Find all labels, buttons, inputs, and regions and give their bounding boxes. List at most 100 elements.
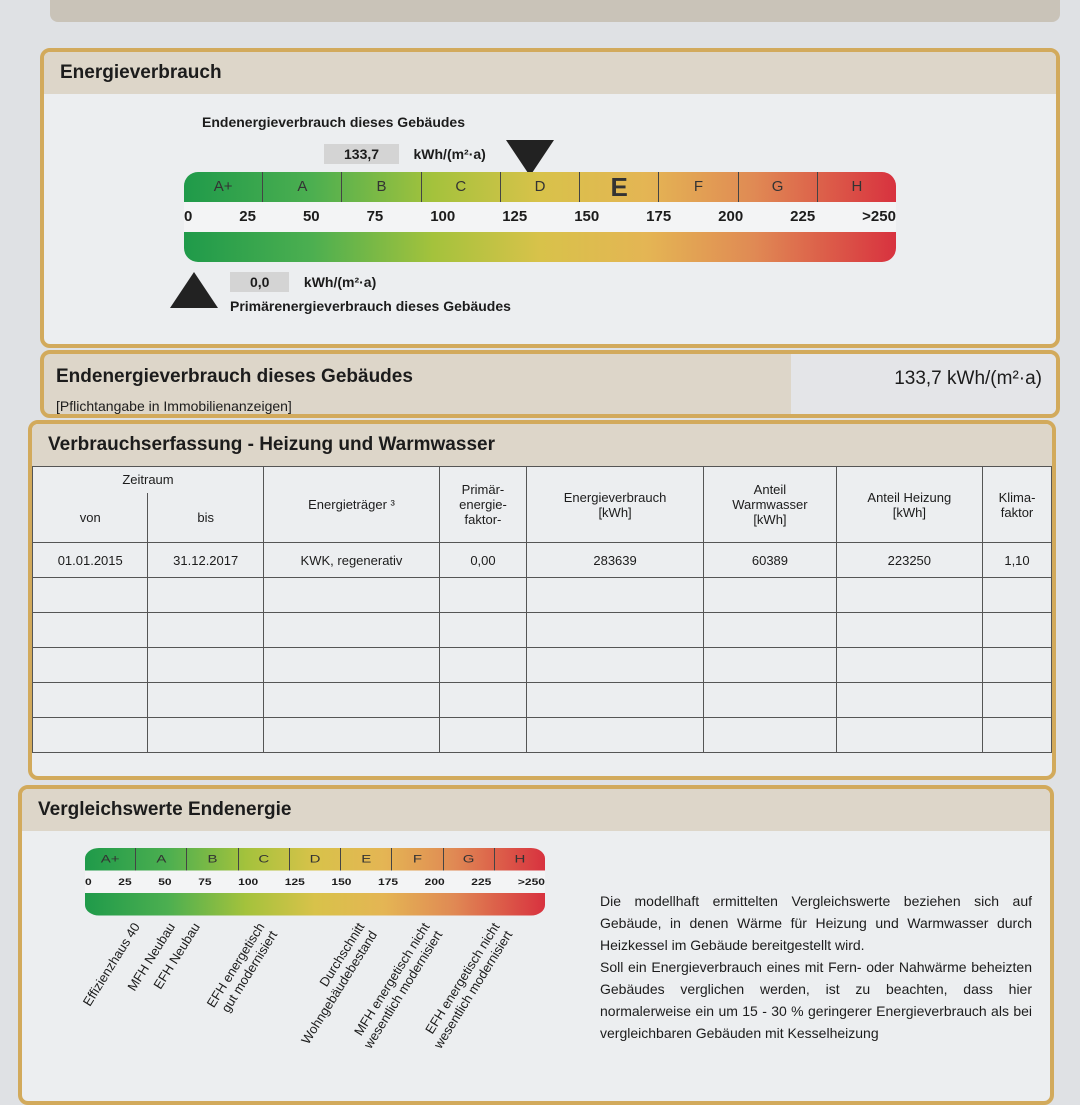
table-row: 01.01.2015 31.12.2017 KWK, regenerativ 0,00… — [32, 542, 1052, 578]
tick-label: >250 — [862, 208, 896, 225]
tick-label: 75 — [198, 876, 212, 888]
class-D: D — [501, 172, 581, 202]
section-title: Energieverbrauch — [44, 52, 1056, 94]
verbrauch-section: Verbrauchserfassung - Heizung und Warmwa… — [28, 420, 1056, 780]
tick-label: 0 — [85, 876, 92, 888]
table-cell — [147, 577, 264, 613]
table-cell — [262, 577, 441, 613]
tick-label: 175 — [646, 208, 672, 225]
col-traeger: Energieträger ³ — [262, 466, 441, 543]
class-C: C — [239, 848, 290, 871]
prim-arrow-icon — [170, 272, 218, 308]
table-cell — [439, 577, 527, 613]
col-ev: Energieverbrauch [kWh] — [525, 466, 705, 543]
table-row — [32, 647, 1052, 683]
tick-label: 225 — [790, 208, 816, 225]
table-row — [32, 682, 1052, 718]
table-cell — [32, 717, 149, 753]
consumption-table: Zeitraum Energieträger ³ Primär- energie… — [32, 466, 1052, 753]
tick-label: 25 — [118, 876, 132, 888]
table-cell — [525, 577, 705, 613]
class-G: G — [739, 172, 818, 202]
table-cell — [439, 612, 527, 648]
end-arrow-icon — [506, 140, 554, 176]
col-hz: Anteil Heizung [kWh] — [835, 466, 984, 543]
tick-label: 50 — [302, 208, 320, 225]
table-cell — [439, 647, 527, 683]
summary-value: 133,7 kWh/(m²·a) — [791, 354, 1056, 414]
table-cell: KWK, regenerativ — [262, 542, 441, 578]
table-cell — [703, 682, 837, 718]
class-A+: A+ — [184, 172, 264, 202]
summary-title: Endenergieverbrauch dieses Gebäudes — [56, 366, 413, 387]
col-zeitraum: Zeitraum — [32, 466, 264, 493]
table-cell: 283639 — [525, 542, 705, 578]
table-cell — [439, 682, 527, 718]
end-unit: kWh/(m²·a) — [413, 146, 486, 162]
class-H: H — [851, 178, 863, 195]
table-cell — [982, 612, 1052, 648]
text-paragraph-2: Soll ein Energieverbrauch eines mit Fern… — [600, 959, 1032, 1041]
class-E: E — [580, 172, 660, 202]
col-von: von — [32, 492, 149, 543]
table-cell — [835, 647, 984, 683]
section-title: Verbrauchserfassung - Heizung und Warmwa… — [32, 424, 1052, 466]
section-title: Vergleichswerte Endenergie — [22, 789, 1050, 831]
table-cell — [703, 612, 837, 648]
tick-label: 225 — [471, 876, 492, 888]
tick-label: 50 — [158, 876, 172, 888]
table-cell — [982, 717, 1052, 753]
col-faktor: Primär- energie- faktor- — [439, 466, 527, 543]
class-B: B — [187, 848, 239, 871]
comparison-text: Die modellhaft ermittelten Vergleichswer… — [600, 890, 1032, 1044]
table-cell — [32, 647, 149, 683]
class-C: C — [422, 172, 501, 202]
tick-label: 150 — [574, 208, 600, 225]
table-cell — [262, 647, 441, 683]
energieverbrauch-section: Energieverbrauch Endenergieverbrauch die… — [40, 48, 1060, 348]
tick-label: 150 — [331, 876, 352, 888]
class-E: E — [341, 848, 393, 871]
table-cell — [525, 717, 705, 753]
class-B: B — [342, 172, 422, 202]
table-cell — [262, 717, 441, 753]
class-A: A — [263, 172, 343, 202]
tick-label: >250 — [517, 876, 545, 888]
table-cell — [147, 647, 264, 683]
table-cell: 0,00 — [439, 542, 527, 578]
table-cell — [32, 682, 149, 718]
comparison-scale: A+ A B C D E F G H 0 25 50 75 100 125 150 175 200 225 >250 — [85, 848, 545, 916]
vergleich-section: Vergleichswerte Endenergie — [18, 785, 1054, 1105]
table-cell — [147, 612, 264, 648]
class-bar: A+ A B C D E F G H — [184, 172, 896, 202]
col-bis: bis — [147, 492, 264, 543]
table-cell — [262, 612, 441, 648]
tick-label: 200 — [718, 208, 744, 225]
col-ww: Anteil Warmwasser [kWh] — [703, 466, 837, 543]
class-F: F — [392, 848, 444, 871]
table-cell — [147, 682, 264, 718]
table-cell — [703, 647, 837, 683]
table-row — [32, 577, 1052, 613]
table-cell — [835, 577, 984, 613]
tick-label: 0 — [184, 208, 193, 225]
table-cell — [835, 612, 984, 648]
gradient-bar — [184, 232, 896, 262]
col-klima: Klima- faktor — [982, 466, 1052, 543]
table-cell: 31.12.2017 — [147, 542, 264, 578]
class-A+: A+ — [85, 848, 137, 871]
text-paragraph-1: Die modellhaft ermittelten Vergleichswer… — [600, 893, 1032, 953]
table-cell: 60389 — [703, 542, 837, 578]
table-cell — [703, 577, 837, 613]
tick-label: 75 — [366, 208, 384, 225]
table-cell — [32, 612, 149, 648]
tick-label: 25 — [239, 208, 256, 225]
tick-label: 125 — [284, 876, 305, 888]
table-cell — [262, 682, 441, 718]
summary-section: Endenergieverbrauch dieses Gebäudes [Pfl… — [40, 350, 1060, 418]
class-F: F — [659, 172, 739, 202]
table-cell — [835, 682, 984, 718]
gradient-bar — [85, 893, 545, 916]
class-G: G — [444, 848, 495, 871]
table-cell — [703, 717, 837, 753]
